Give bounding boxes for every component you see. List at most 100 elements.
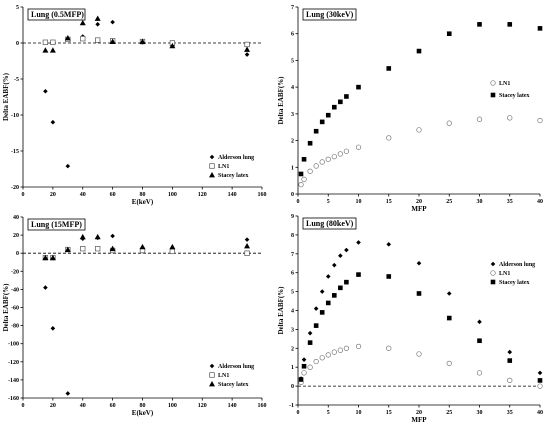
data-point bbox=[319, 310, 325, 315]
data-point bbox=[446, 31, 452, 37]
legend-marker bbox=[209, 154, 215, 160]
data-point bbox=[386, 66, 392, 71]
data-point bbox=[313, 358, 319, 365]
x-tick-label: 20 bbox=[416, 410, 422, 416]
data-point bbox=[65, 163, 71, 169]
y-tick-label: -40 bbox=[11, 287, 19, 293]
data-point bbox=[343, 345, 350, 351]
y-tick-label: 7 bbox=[291, 252, 294, 258]
data-point bbox=[244, 41, 250, 48]
data-point bbox=[507, 22, 513, 27]
data-point bbox=[50, 39, 56, 45]
y-tick-label: -120 bbox=[8, 360, 19, 366]
data-point bbox=[356, 272, 361, 277]
data-point bbox=[338, 99, 343, 105]
data-point bbox=[446, 120, 452, 126]
x-tick-label: 20 bbox=[50, 403, 56, 409]
y-tick-label: 4 bbox=[291, 85, 294, 91]
legend-label: LN1 bbox=[218, 373, 229, 379]
data-point bbox=[325, 274, 331, 279]
x-tick-label: 160 bbox=[258, 403, 267, 409]
x-tick-label: 120 bbox=[198, 403, 207, 409]
data-point bbox=[80, 246, 86, 252]
y-tick-label: 20 bbox=[13, 233, 19, 239]
y-tick-label: 0 bbox=[16, 41, 19, 47]
legend: Alderson lung LN1 Stacey latex bbox=[209, 363, 254, 388]
legend-marker bbox=[490, 279, 496, 285]
x-tick-label: 40 bbox=[80, 403, 86, 409]
y-tick-label: -10 bbox=[11, 113, 19, 119]
x-tick-label: 10 bbox=[356, 410, 362, 416]
data-point bbox=[355, 144, 362, 150]
data-point bbox=[80, 36, 86, 42]
data-point bbox=[244, 237, 250, 242]
y-tick-label: 5 bbox=[291, 58, 294, 64]
data-point bbox=[42, 47, 49, 53]
data-point bbox=[386, 274, 392, 279]
data-point bbox=[42, 39, 49, 45]
x-tick-label: 0 bbox=[297, 199, 300, 205]
y-tick-label: 4 bbox=[291, 309, 294, 315]
data-point bbox=[65, 391, 71, 396]
y-tick-label: -160 bbox=[8, 396, 19, 402]
data-point bbox=[507, 349, 513, 355]
legend-label: Alderson lung bbox=[499, 262, 535, 268]
data-point bbox=[416, 291, 422, 296]
data-point bbox=[325, 112, 331, 118]
data-point bbox=[298, 171, 304, 177]
series-alderson-lung bbox=[298, 240, 543, 381]
series-stacey-latex bbox=[298, 22, 543, 177]
y-tick-label: 0 bbox=[291, 192, 294, 198]
x-tick-label: 40 bbox=[80, 192, 86, 198]
legend-label: Stacey latex bbox=[218, 382, 249, 388]
y-axis-title: Delta EABF(%) bbox=[277, 76, 285, 125]
data-point bbox=[139, 243, 146, 250]
legend-label: LN1 bbox=[499, 271, 510, 277]
x-axis-title: E(keV) bbox=[132, 409, 154, 417]
data-point bbox=[446, 291, 452, 296]
legend-label: LN1 bbox=[218, 164, 229, 170]
x-axis-title: MFP bbox=[411, 205, 427, 213]
data-point bbox=[244, 46, 251, 52]
y-tick-label: -100 bbox=[8, 342, 19, 348]
x-tick-label: 0 bbox=[297, 410, 300, 416]
data-point bbox=[319, 289, 325, 294]
y-tick-label: 6 bbox=[291, 32, 294, 38]
legend-marker bbox=[209, 163, 215, 169]
y-axis-title: Delta EABF(%) bbox=[277, 286, 285, 335]
data-point bbox=[313, 323, 319, 328]
legend-marker bbox=[490, 270, 496, 276]
legend: LN1 Stacey latex bbox=[490, 80, 530, 99]
x-tick-label: 100 bbox=[168, 403, 177, 409]
data-point bbox=[355, 343, 362, 350]
data-point bbox=[313, 306, 319, 311]
y-tick-label: -140 bbox=[8, 378, 19, 384]
y-tick-label: 3 bbox=[291, 112, 294, 118]
x-tick-label: 15 bbox=[386, 199, 392, 205]
data-point bbox=[244, 250, 250, 256]
data-point bbox=[42, 254, 49, 261]
data-point bbox=[301, 176, 307, 182]
x-tick-label: 60 bbox=[110, 192, 116, 198]
y-tick-label: 1 bbox=[291, 365, 294, 371]
data-point bbox=[301, 363, 307, 369]
legend-label: Stacey latex bbox=[499, 280, 530, 286]
series-ln1 bbox=[298, 115, 543, 188]
data-point bbox=[325, 300, 331, 306]
data-point bbox=[332, 262, 337, 268]
y-tick-label: 1 bbox=[291, 165, 294, 171]
data-point bbox=[338, 285, 343, 291]
data-point bbox=[344, 247, 349, 253]
series-stacey-latex bbox=[298, 272, 543, 383]
legend-marker bbox=[209, 172, 215, 178]
data-point bbox=[344, 279, 349, 285]
x-tick-label: 160 bbox=[258, 192, 267, 198]
y-tick-label: 2 bbox=[291, 346, 294, 352]
data-point bbox=[386, 345, 392, 351]
data-point bbox=[386, 135, 392, 141]
data-point bbox=[95, 21, 100, 27]
data-point bbox=[507, 377, 513, 384]
panel-title-box bbox=[302, 8, 357, 21]
y-tick-label: -15 bbox=[11, 149, 19, 155]
